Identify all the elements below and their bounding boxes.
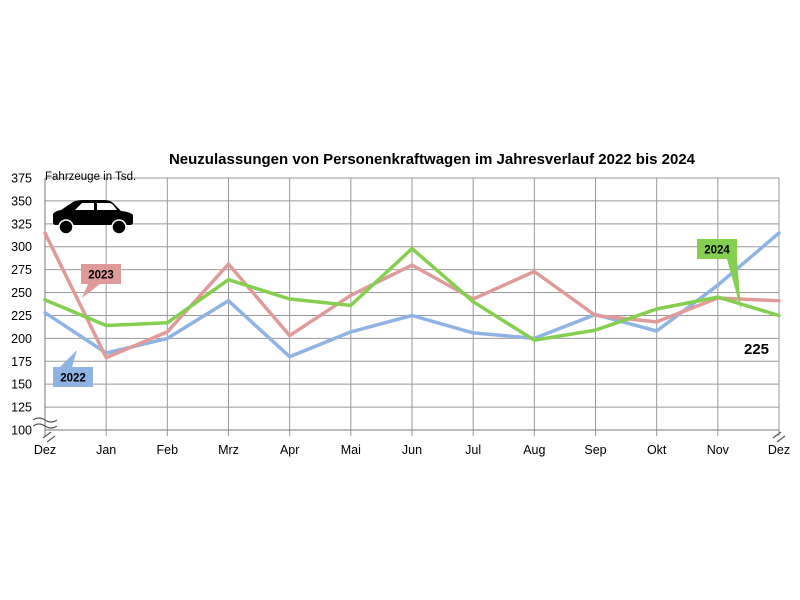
axis-break-left xyxy=(32,417,58,429)
x-tick-labels: Dez Jan Feb Mrz Apr Mai Jun Jul Aug Sep Okt Nov Dez xyxy=(34,443,790,457)
chart-title: Neuzulassungen von Personenkraftwagen im… xyxy=(169,151,696,168)
y-tick-label: 125 xyxy=(11,401,32,415)
x-tick-label: Apr xyxy=(280,443,299,457)
y-axis-label: Fahrzeuge in Tsd. xyxy=(45,171,136,183)
y-tick-label: 375 xyxy=(11,172,32,186)
series-tags: 2022 2023 2024 xyxy=(53,239,741,387)
y-tick-labels: 375 350 325 300 275 250 225 200 175 150 125 100 xyxy=(11,172,32,438)
y-tick-label: 225 xyxy=(11,309,32,323)
y-tick-label: 350 xyxy=(11,194,32,208)
x-tick-label: Aug xyxy=(523,443,545,457)
x-tick-label: Sep xyxy=(584,443,606,457)
series-tag-label: 2022 xyxy=(60,373,86,385)
y-tick-label: 325 xyxy=(11,217,32,231)
series-tag-2024: 2024 xyxy=(697,239,741,310)
axis-break-x-right xyxy=(772,431,786,443)
x-tick-label: Okt xyxy=(647,443,667,457)
x-tick-label: Nov xyxy=(707,443,730,457)
x-tick-label: Mai xyxy=(341,443,361,457)
x-tick-label: Jun xyxy=(402,443,422,457)
series-tag-label: 2023 xyxy=(88,270,114,282)
x-tick-label: Jan xyxy=(96,443,116,457)
car-icon xyxy=(53,200,133,235)
y-tick-label: 200 xyxy=(11,332,32,346)
y-tick-label: 150 xyxy=(11,378,32,392)
y-tick-label: 175 xyxy=(11,355,32,369)
end-value-label: 225 xyxy=(744,341,769,358)
series-line-2023 xyxy=(43,231,781,360)
x-tick-label: Dez xyxy=(34,443,56,457)
x-tick-label: Mrz xyxy=(218,443,239,457)
series-line-2022 xyxy=(43,231,781,359)
axes xyxy=(32,178,786,443)
axis-break-x-left xyxy=(42,431,56,443)
series-lines xyxy=(43,231,781,360)
series-tag-label: 2024 xyxy=(704,245,730,257)
y-tick-label: 275 xyxy=(11,263,32,277)
series-tag-2022: 2022 xyxy=(53,350,93,387)
y-tick-label: 100 xyxy=(11,424,32,438)
y-tick-label: 300 xyxy=(11,240,32,254)
x-tick-label: Feb xyxy=(157,443,179,457)
x-tick-label: Dez xyxy=(768,443,790,457)
series-line-2024 xyxy=(43,246,781,342)
x-tick-label: Jul xyxy=(465,443,481,457)
y-tick-label: 250 xyxy=(11,286,32,300)
series-tag-2023: 2023 xyxy=(81,264,121,298)
